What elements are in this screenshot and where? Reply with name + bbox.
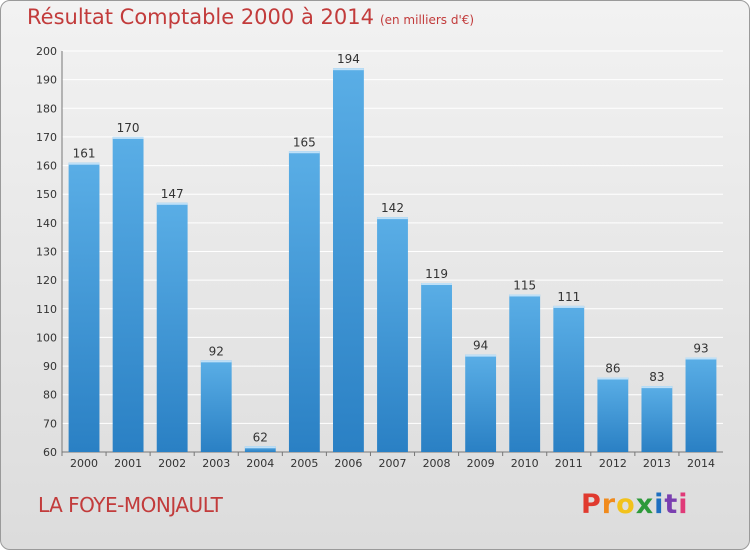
bar-top [421, 283, 452, 286]
x-tick-label: 2005 [290, 457, 318, 470]
logo-letter: i [678, 489, 689, 520]
data-label: 194 [337, 52, 360, 66]
bar [377, 217, 408, 452]
x-tick-label: 2002 [158, 457, 186, 470]
y-tick-label: 160 [36, 160, 57, 173]
data-label: 115 [513, 278, 536, 292]
x-tick-label: 2014 [687, 457, 715, 470]
bar-top [685, 357, 717, 360]
title-subtitle: (en milliers d'€) [379, 13, 475, 27]
data-label: 111 [557, 290, 580, 304]
bar-top [200, 360, 232, 363]
x-tick-label: 2004 [246, 457, 274, 470]
logo-letter: r [601, 489, 617, 520]
x-tick-label: 2010 [511, 457, 539, 470]
data-label: 142 [381, 201, 404, 215]
y-tick-label: 70 [43, 417, 57, 430]
logo-letter: P [581, 489, 602, 520]
y-tick-label: 190 [36, 74, 57, 87]
bar [509, 294, 541, 452]
data-label: 86 [605, 362, 620, 376]
bar-top [244, 446, 276, 449]
data-label: 93 [693, 341, 708, 355]
logo-letter: t [664, 489, 679, 520]
bar-top [68, 162, 100, 165]
y-tick-label: 180 [36, 102, 57, 115]
chart-title: Résultat Comptable 2000 à 2014 (en millie… [27, 5, 474, 29]
y-tick-label: 120 [36, 274, 57, 287]
proxiti-logo: Proxiti [581, 489, 689, 520]
data-label: 92 [209, 344, 224, 358]
bar-top [288, 151, 320, 154]
data-label: 165 [293, 135, 316, 149]
y-tick-label: 60 [43, 446, 57, 459]
y-tick-label: 140 [36, 217, 57, 230]
y-tick-label: 130 [36, 246, 57, 259]
bar [156, 202, 188, 452]
bar-top [112, 136, 144, 139]
x-tick-label: 2012 [599, 457, 627, 470]
bar [112, 136, 144, 452]
bar [244, 446, 276, 452]
bar [465, 354, 497, 452]
bar [685, 357, 717, 452]
y-tick-label: 110 [36, 303, 57, 316]
data-label: 147 [161, 187, 184, 201]
data-label: 62 [253, 430, 268, 444]
bar-top [641, 386, 673, 389]
x-tick-label: 2000 [70, 457, 98, 470]
y-tick-label: 170 [36, 131, 57, 144]
x-tick-label: 2007 [379, 457, 407, 470]
bar-top [333, 68, 364, 71]
bar [200, 360, 232, 452]
bar-top [156, 202, 188, 205]
y-tick-label: 100 [36, 331, 57, 344]
bar [333, 68, 364, 452]
bar-top [465, 354, 497, 357]
bar [553, 305, 585, 452]
data-label: 170 [117, 121, 140, 135]
bar [641, 386, 673, 452]
bar [597, 377, 629, 452]
bar [68, 162, 100, 452]
y-tick-label: 80 [43, 389, 57, 402]
bar [421, 283, 452, 452]
data-label: 161 [73, 147, 96, 161]
x-tick-label: 2003 [202, 457, 230, 470]
bar-top [597, 377, 629, 380]
x-tick-label: 2009 [467, 457, 495, 470]
logo-letter: o [616, 489, 636, 520]
y-tick-label: 150 [36, 188, 57, 201]
x-tick-label: 2006 [334, 457, 362, 470]
bar-top [509, 294, 541, 297]
data-label: 119 [425, 267, 448, 281]
x-tick-label: 2011 [555, 457, 583, 470]
bar [288, 151, 320, 452]
y-tick-label: 90 [43, 360, 57, 373]
bar-top [553, 305, 585, 308]
title-text: Résultat Comptable 2000 à 2014 [27, 5, 374, 29]
x-tick-label: 2008 [423, 457, 451, 470]
data-label: 94 [473, 339, 488, 353]
logo-letter: i [654, 489, 665, 520]
bar-top [377, 217, 408, 220]
x-tick-label: 2013 [643, 457, 671, 470]
logo-letter: x [635, 489, 655, 520]
commune-name: LA FOYE-MONJAULT [38, 493, 223, 517]
x-tick-label: 2001 [114, 457, 142, 470]
data-label: 83 [649, 370, 664, 384]
y-tick-label: 200 [36, 45, 57, 58]
